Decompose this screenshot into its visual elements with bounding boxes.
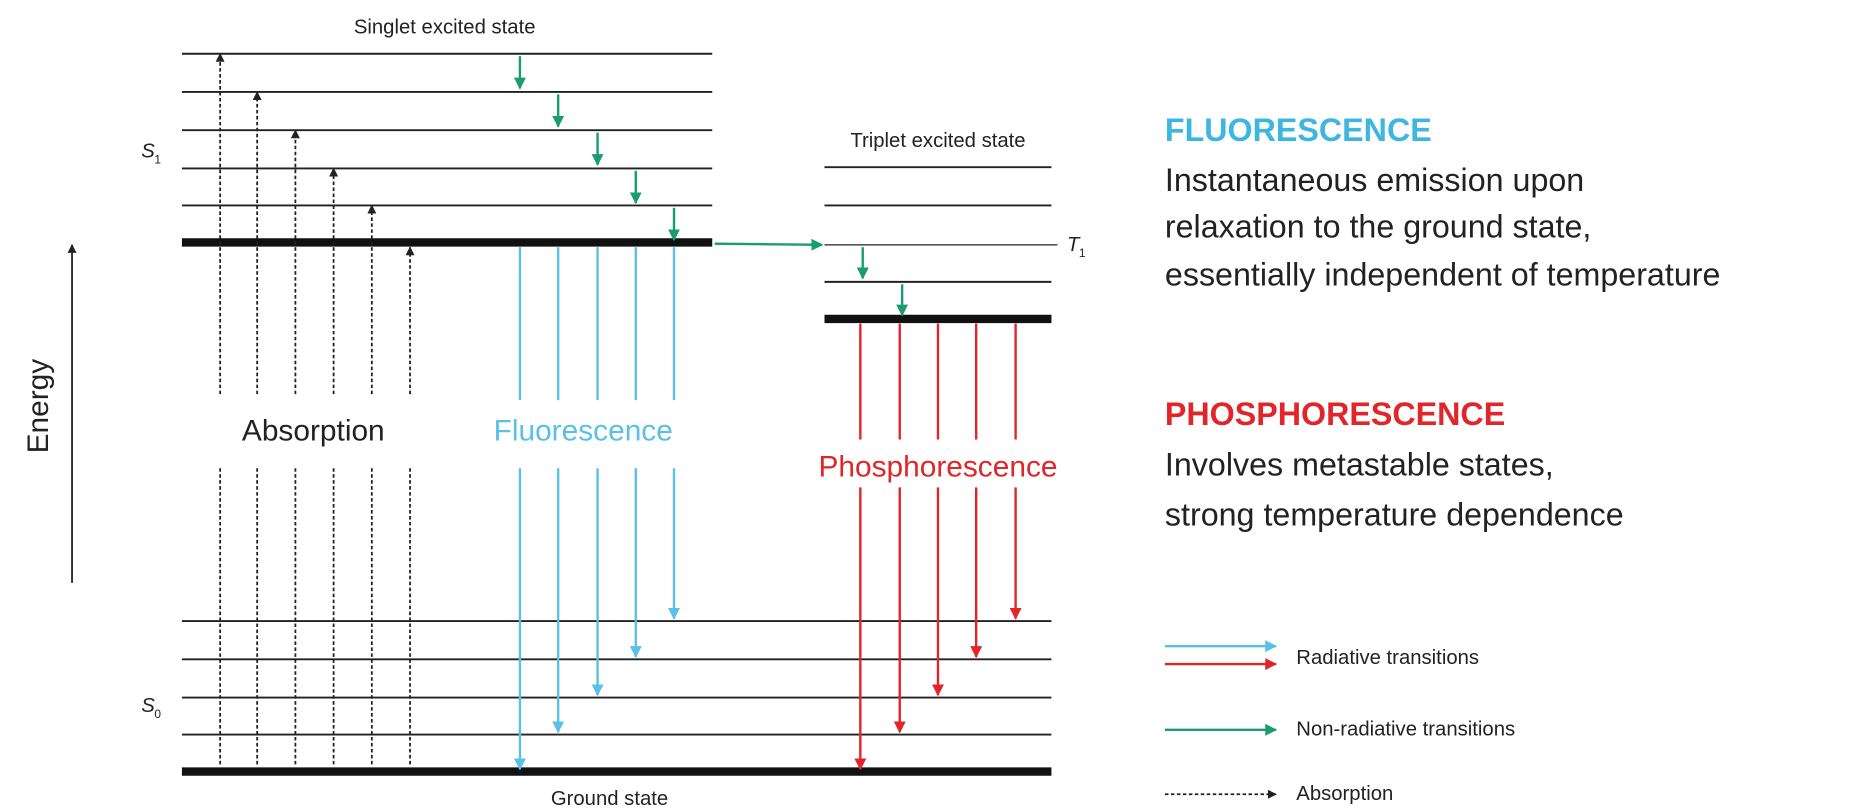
fluorescence-heading: FLUORESCENCE [1165,112,1432,148]
ground-label: Ground state [551,788,668,810]
absorption-label: Absorption [242,415,385,448]
description-line: relaxation to the ground state, [1165,209,1592,245]
phosphorescence-label: Phosphorescence [818,451,1057,484]
layout [67,52,1278,799]
fluorescence-label: Fluorescence [494,415,673,448]
triplet-label: Triplet excited state [850,130,1025,152]
s0-subscript: 0 [154,707,161,721]
description-line: essentially independent of temperature [1165,256,1721,292]
t1-subscript: 1 [1079,246,1086,260]
s1-subscript: 1 [154,153,161,167]
s0-symbol: S [141,695,155,717]
legend-non-radiative: Non-radiative transitions [1296,719,1515,741]
legend-absorption: Absorption [1296,783,1393,805]
singlet-label: Singlet excited state [354,16,536,38]
description-line: strong temperature dependence [1165,497,1624,533]
phosphorescence-heading: PHOSPHORESCENCE [1165,396,1505,432]
s1-symbol: S [141,141,155,163]
description-line: Involves metastable states, [1165,446,1554,482]
isc-arrow [714,238,824,251]
description-line: Instantaneous emission upon [1165,162,1584,198]
legend-radiative: Radiative transitions [1296,647,1479,669]
energy-label: Energy [22,359,55,454]
t1-symbol: T [1067,234,1081,256]
